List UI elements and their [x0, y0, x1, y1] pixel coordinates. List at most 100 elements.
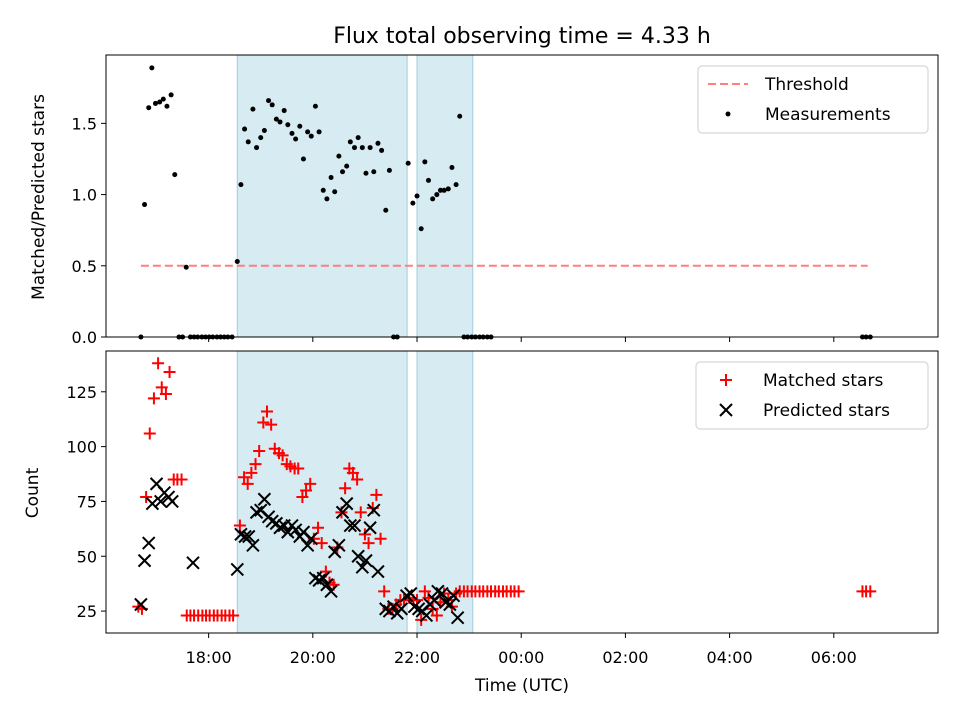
predicted-star-marker	[324, 584, 338, 599]
measurement-point	[340, 169, 346, 175]
ratio-panel: 0.0 0.5 1.0 1.5 Matched/Predicted stars Thr…	[29, 54, 939, 347]
matched-star-marker	[354, 506, 367, 519]
predicted-star-marker	[367, 503, 381, 517]
matched-star-marker	[426, 602, 439, 615]
predicted-star-marker	[328, 545, 342, 559]
predicted-star-marker	[399, 589, 414, 603]
measurement-point	[336, 153, 342, 159]
predicted-star-marker	[134, 597, 148, 612]
measurement-point	[157, 99, 163, 105]
predicted-star-marker	[320, 578, 334, 592]
predicted-star-marker	[379, 602, 393, 616]
predicted-star-marker	[355, 560, 370, 574]
count-panel-frame	[105, 350, 939, 634]
observing-window	[416, 54, 474, 338]
x-tick-label: 00:00	[498, 648, 544, 667]
measurement-point	[328, 174, 334, 180]
y-tick-label: 125	[66, 383, 97, 402]
measurement-point	[379, 147, 385, 153]
predicted-star-marker	[304, 532, 318, 546]
observing-window	[236, 350, 408, 634]
matched-star-marker	[430, 609, 443, 622]
measurement-point	[437, 187, 443, 193]
predicted-legend-label: Predicted stars	[763, 401, 890, 421]
matched-star-marker	[238, 471, 251, 484]
matched-star-marker	[260, 405, 273, 418]
matched-star-marker	[292, 462, 305, 475]
predicted-star-marker	[351, 549, 365, 563]
predicted-star-marker	[273, 521, 287, 535]
matched-legend-swatch	[720, 374, 732, 386]
measurement-point	[250, 106, 256, 112]
predicted-star-marker	[386, 599, 401, 614]
measurement-point	[312, 103, 318, 109]
predicted-star-marker	[145, 496, 160, 511]
matched-star-marker	[175, 473, 188, 486]
matched-star-marker	[257, 416, 270, 429]
y-tick-label: 0.0	[72, 328, 97, 347]
measurement-point	[285, 122, 291, 128]
measurement-point	[258, 135, 264, 141]
matched-star-points	[132, 357, 877, 626]
predicted-star-points	[134, 477, 465, 625]
matched-star-marker	[378, 585, 391, 598]
predicted-star-marker	[371, 564, 385, 579]
x-tick-label: 18:00	[186, 648, 232, 667]
measurement-point	[172, 172, 178, 178]
predicted-star-marker	[394, 602, 409, 616]
y-tick-label: 1.5	[72, 114, 97, 133]
measurement-point	[152, 100, 158, 106]
predicted-star-marker	[249, 505, 264, 520]
measurement-point	[422, 159, 428, 165]
predicted-star-marker	[332, 538, 346, 552]
measurement-point	[281, 108, 287, 114]
predicted-star-marker	[142, 536, 156, 550]
predicted-legend-swatch	[719, 403, 733, 417]
observing-window	[236, 54, 408, 338]
matched-star-marker	[159, 387, 172, 400]
count-y-axis-label: Count	[23, 467, 43, 518]
predicted-star-marker	[359, 553, 373, 568]
measurement-point	[297, 123, 303, 129]
measurement-point	[445, 186, 451, 192]
measurement-point	[375, 140, 381, 146]
matched-star-marker	[864, 585, 877, 598]
matched-star-marker	[140, 491, 153, 504]
measurement-point	[414, 193, 420, 199]
ratio-legend: Threshold Measurements	[697, 65, 929, 134]
matched-star-marker	[370, 488, 383, 501]
matched-star-marker	[304, 477, 317, 490]
matched-star-marker	[155, 381, 168, 394]
measurement-point	[386, 167, 392, 173]
matched-legend-label: Matched stars	[763, 371, 883, 391]
measurement-point	[434, 192, 440, 198]
x-tick-label: 02:00	[602, 648, 648, 667]
measurement-point	[234, 259, 240, 265]
measurement-point	[410, 200, 416, 206]
measurement-point	[441, 187, 447, 193]
ratio-y-axis-label: Matched/Predicted stars	[29, 94, 49, 300]
predicted-star-marker	[407, 599, 422, 614]
predicted-star-marker	[300, 538, 315, 552]
measurement-point	[359, 145, 365, 151]
x-tick-label: 22:00	[394, 648, 440, 667]
measurement-point	[449, 165, 455, 171]
measurement-point	[324, 196, 330, 202]
measurement-point	[300, 156, 306, 162]
matched-star-marker	[253, 444, 266, 457]
y-tick-label: 1.0	[72, 186, 97, 205]
predicted-star-marker	[404, 586, 418, 601]
matched-star-marker	[374, 532, 387, 545]
measurement-point	[344, 163, 350, 169]
measurement-point	[142, 202, 148, 208]
matched-star-marker	[512, 585, 525, 598]
x-tick-label: 06:00	[811, 648, 857, 667]
matched-star-marker	[241, 477, 254, 490]
count-legend: Matched stars Predicted stars	[695, 361, 929, 430]
measurement-point	[273, 116, 279, 122]
measurement-point	[363, 170, 369, 176]
predicted-star-marker	[281, 525, 295, 539]
predicted-star-marker	[363, 521, 377, 535]
x-tick-label: 20:00	[290, 648, 336, 667]
